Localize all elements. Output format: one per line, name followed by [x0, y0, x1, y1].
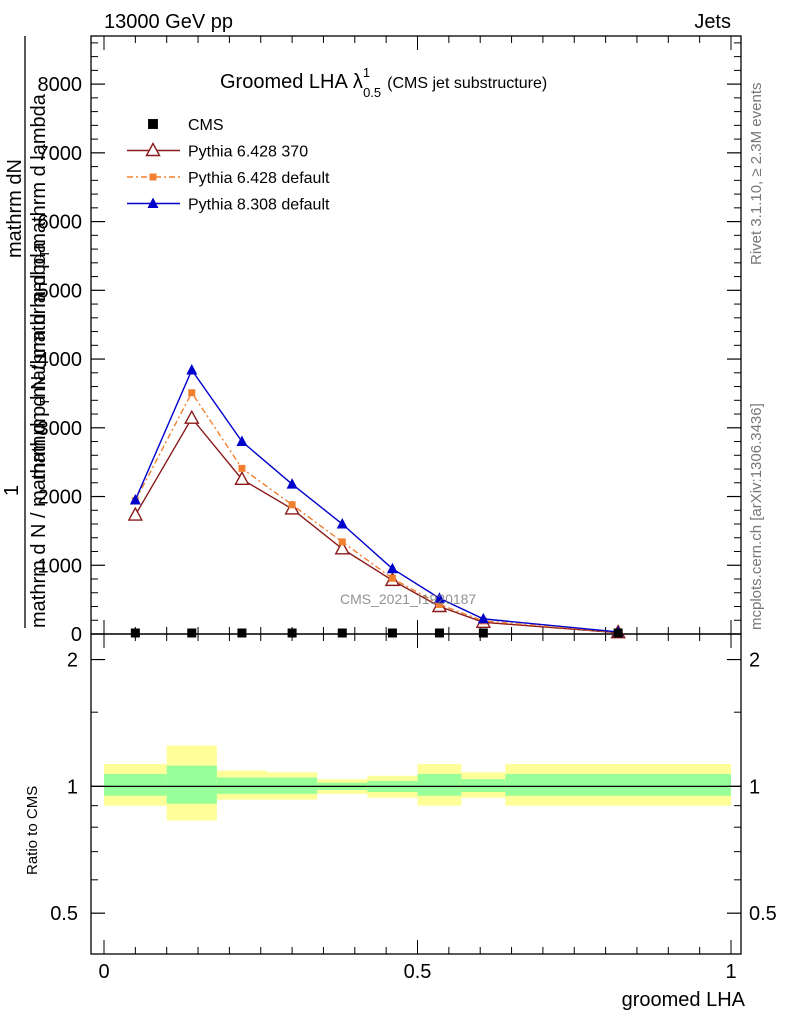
series-2-point-1	[188, 389, 196, 397]
series-layer	[127, 364, 626, 639]
main-ytick-label-8: 8000	[38, 74, 83, 96]
series-0-point-4	[337, 628, 347, 638]
watermark: CMS_2021_I1920187	[340, 591, 476, 607]
main-ytick-label-5: 5000	[38, 280, 83, 302]
series-0-point-6	[434, 628, 444, 638]
ratio-band-green-0	[104, 773, 167, 796]
chart-title: Groomed LHA λ1 0.5(CMS jet substructure)	[220, 65, 547, 100]
ylabel-numerator: mathrm dN	[4, 159, 26, 258]
ratio-band-green-8	[505, 773, 731, 796]
main-ytick-label-1: 1000	[38, 555, 83, 577]
ylabel-line2: mathrm d N / mathrm d pTmathrm d lambda	[28, 93, 52, 480]
ratio-panel-frame	[90, 633, 742, 955]
series-2-point-3	[288, 501, 296, 509]
legend-label-3: Pythia 8.308 default	[188, 197, 330, 214]
legend-item-2: Pythia 6.428 default	[127, 170, 330, 187]
legend-label-2: Pythia 6.428 default	[188, 170, 330, 187]
series-2-point-5	[388, 574, 396, 582]
series-3-point-3	[286, 478, 298, 489]
series-0-point-0	[130, 628, 140, 638]
legend-marker-0	[148, 119, 158, 129]
ylabel-frac-one: 1	[1, 485, 23, 496]
series-0	[130, 628, 623, 638]
series-1-point-1	[184, 409, 200, 424]
series-3-point-6	[433, 592, 445, 603]
main-ytick-label-7: 7000	[38, 143, 83, 165]
legend-marker-2	[149, 173, 157, 181]
series-0-point-1	[187, 628, 197, 638]
series-3-point-7	[477, 612, 489, 624]
ratio-bands	[91, 745, 741, 821]
ratio-band-green-7	[461, 779, 506, 792]
header-right: Jets	[694, 11, 731, 33]
ratio-band-green-2	[216, 777, 268, 794]
ratio-ytick-label-right-1: 1	[749, 776, 760, 798]
legend-label-0: CMS	[188, 117, 224, 134]
series-3-point-2	[236, 435, 248, 447]
main-ytick-label-2: 2000	[38, 487, 83, 509]
ratio-band-green-1	[166, 765, 217, 804]
ratio-ytick-label-left-2: 2	[67, 650, 78, 672]
main-axes: 0 1000 2000 3000 4000 5000 6000 7000 8000	[38, 36, 741, 646]
rivet-label: Rivet 3.1.10, ≥ 2.3M events	[748, 83, 765, 266]
y-axis-label-ratio: Ratio to CMS	[24, 786, 41, 875]
y-axis-label-main: mathrm dN 1 mathrm d N / mathrm d pTmath…	[1, 36, 52, 628]
mcplots-label: mcplots.cern.ch [arXiv:1306.3436]	[748, 403, 765, 630]
series-3-point-4	[336, 518, 348, 529]
ratio-band-green-6	[417, 773, 462, 796]
ratio-ytick-label-left-0: 0.5	[50, 903, 78, 925]
series-2-point-4	[338, 538, 346, 546]
series-0-point-7	[478, 628, 488, 638]
series-3-point-0	[129, 493, 141, 505]
main-ytick-label-4: 4000	[38, 349, 83, 371]
ylabel-line1: mathrm d N / mathrm d pTmathrm d lambda	[28, 241, 52, 628]
legend-item-3: Pythia 8.308 default	[127, 197, 330, 214]
series-2-point-6	[435, 600, 443, 608]
ratio-ytick-label-left-1: 1	[67, 776, 78, 798]
ratio-ytick-label-right-0: 0.5	[749, 903, 777, 925]
legend-item-1: Pythia 6.428 370	[127, 142, 308, 161]
series-2-point-2	[238, 464, 246, 472]
main-ytick-label-3: 3000	[38, 418, 83, 440]
series-1-point-4	[334, 540, 350, 555]
legend-item-0: CMS	[148, 117, 224, 134]
xtick-label-0: 0	[98, 961, 109, 983]
ratio-ytick-label-right-2: 2	[749, 650, 760, 672]
legend: CMS Pythia 6.428 370 Pythia 6.428 default P…	[127, 117, 330, 214]
xtick-label-2: 1	[725, 961, 736, 983]
legend-label-1: Pythia 6.428 370	[188, 144, 308, 161]
ratio-axes: 0.5 0.5 1 1 2 2 0 0.5 1	[50, 634, 777, 983]
xtick-label-1: 0.5	[404, 961, 432, 983]
series-1-point-0	[127, 506, 144, 521]
series-0-point-3	[287, 628, 297, 638]
ratio-band-green-3	[267, 777, 318, 794]
x-axis-label: groomed LHA	[622, 989, 746, 1011]
series-3	[129, 364, 624, 637]
series-1-point-2	[234, 470, 250, 486]
header-left: 13000 GeV pp	[104, 11, 233, 33]
series-3-point-1	[186, 364, 198, 375]
series-0-point-8	[613, 628, 623, 638]
series-0-point-2	[237, 628, 247, 638]
main-ytick-label-0: 0	[71, 624, 82, 646]
series-3-point-5	[386, 562, 398, 574]
series-0-point-5	[387, 628, 397, 638]
legend-marker-3	[147, 197, 159, 208]
main-ytick-label-6: 6000	[38, 212, 83, 234]
legend-marker-1	[145, 142, 161, 157]
